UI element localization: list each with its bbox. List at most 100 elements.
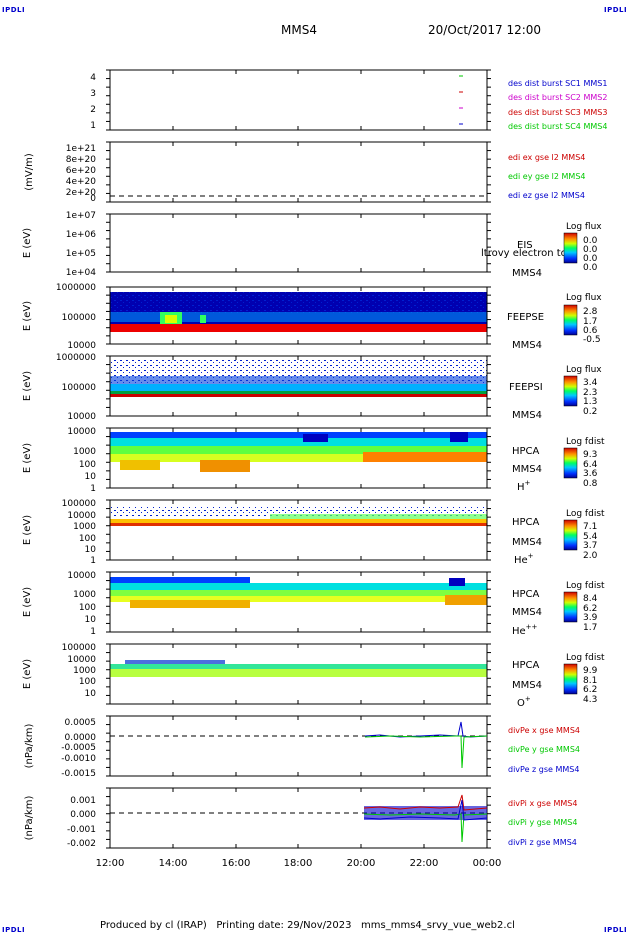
colorbar-tick: 9.3 bbox=[583, 450, 597, 460]
spectrogram-feature bbox=[125, 660, 225, 664]
colorbar-tick: 8.1 bbox=[583, 676, 597, 686]
colorbar bbox=[563, 663, 578, 695]
spectrogram-feature bbox=[200, 460, 250, 472]
spectrogram-band bbox=[110, 577, 250, 585]
y-tick-label: 1000000 bbox=[56, 353, 96, 363]
y-tick-label: 10 bbox=[85, 689, 97, 699]
overlay-text: ltrovy electron to bbox=[481, 248, 567, 259]
colorbar bbox=[563, 232, 578, 264]
colorbar-hpca-o: Log fdist 9.9 8.1 6.2 4.3 bbox=[563, 653, 605, 705]
panel-hpca-hepp: 10000 1000 100 10 1 E (eV) HPCA MMS4 He+… bbox=[22, 571, 605, 637]
colorbar-title: Log flux bbox=[566, 293, 602, 303]
y-tick-label: 1000000 bbox=[56, 283, 96, 293]
y-tick-label: 8e+20 bbox=[66, 155, 97, 165]
legend-divpi-x: divPi x gse MMS4 bbox=[508, 799, 577, 808]
series-x bbox=[363, 794, 488, 811]
y-tick-label: 4e+20 bbox=[66, 177, 97, 187]
spacecraft-title: MMS4 bbox=[281, 23, 317, 37]
y-tick-label: 3 bbox=[90, 89, 96, 99]
colorbar-tick: 6.2 bbox=[583, 685, 597, 695]
spectrogram-band bbox=[110, 519, 487, 523]
y-tick-label: 100 bbox=[79, 534, 96, 544]
x-tick-label: 20:00 bbox=[347, 858, 376, 869]
spectrogram-texture bbox=[110, 292, 487, 314]
spectrogram-feature bbox=[450, 432, 468, 442]
y-axis-label: E (eV) bbox=[22, 443, 33, 473]
colorbar bbox=[563, 375, 578, 407]
y-tick-label: 2e+20 bbox=[66, 188, 97, 198]
colorbar-tick: 3.7 bbox=[583, 541, 597, 551]
colorbar-tick: 0.0 bbox=[583, 254, 598, 264]
instrument-label: EIS bbox=[517, 240, 533, 251]
spectrogram-feature bbox=[303, 434, 328, 442]
y-axis-label: (nPa/km) bbox=[24, 724, 35, 769]
y-tick-label: -0.0015 bbox=[61, 769, 96, 779]
instrument-sc-label: MMS4 bbox=[512, 268, 542, 279]
corner-label-bottom-right: IPDLI bbox=[604, 926, 628, 934]
y-axis-label: E (eV) bbox=[22, 587, 33, 617]
colorbar-tick: 1.3 bbox=[583, 397, 597, 407]
colorbar bbox=[563, 519, 578, 551]
colorbar-hpca-hepp: Log fdist 8.4 6.2 3.9 1.7 bbox=[563, 581, 605, 633]
panel-burst: 4 3 2 1 des dist burst SC1 MMS1 des dist… bbox=[90, 69, 607, 131]
instrument-sc-label: MMS4 bbox=[512, 537, 542, 548]
corner-label-bottom-left: IPDLI bbox=[2, 926, 26, 934]
species-label: O+ bbox=[517, 695, 531, 709]
x-tick-label: 16:00 bbox=[222, 858, 251, 869]
spectrogram-feature bbox=[120, 460, 160, 470]
time-axis: 12:00 14:00 16:00 18:00 20:00 22:00 00:0… bbox=[96, 858, 502, 869]
colorbar-tick: 1.7 bbox=[583, 317, 597, 327]
spectrogram-band bbox=[110, 376, 487, 386]
y-axis-label: E (eV) bbox=[22, 515, 33, 545]
panel-edi: 1e+21 8e+20 6e+20 4e+20 2e+20 0 (mV/m) e… bbox=[24, 141, 586, 204]
y-tick-label: 1e+06 bbox=[66, 230, 97, 240]
y-tick-label: -0.0010 bbox=[61, 754, 96, 764]
colorbar-tick: 1.7 bbox=[583, 623, 597, 633]
instrument-label: HPCA bbox=[512, 660, 540, 671]
colorbar-tick: 0.0 bbox=[583, 245, 598, 255]
y-tick-label: 1 bbox=[90, 556, 96, 566]
panel-feepsi: 1000000 100000 10000 E (eV) FEEPSI MMS4 … bbox=[22, 353, 602, 422]
instrument-label: HPCA bbox=[512, 446, 540, 457]
y-tick-label: 10000 bbox=[67, 511, 96, 521]
colorbar-tick: 8.4 bbox=[583, 594, 598, 604]
spectrogram-feature bbox=[449, 578, 465, 586]
colorbar-tick: 6.4 bbox=[583, 460, 598, 470]
y-tick-label: 1 bbox=[90, 627, 96, 637]
y-tick-label: 100000 bbox=[62, 499, 97, 509]
y-tick-label: -0.001 bbox=[67, 825, 96, 835]
spectrogram-band bbox=[110, 312, 487, 322]
spectrogram-low-band bbox=[110, 394, 487, 397]
spectrogram-feature bbox=[200, 315, 206, 323]
species-label: He++ bbox=[512, 623, 538, 637]
instrument-sc-label: MMS4 bbox=[512, 464, 542, 475]
y-tick-label: 10000 bbox=[67, 571, 96, 581]
y-tick-label: 1 bbox=[90, 484, 96, 494]
spectrogram-band bbox=[110, 669, 487, 677]
colorbar-feepse: Log flux 2.8 1.7 0.6 -0.5 bbox=[563, 293, 602, 345]
x-tick-label: 18:00 bbox=[284, 858, 313, 869]
y-tick-label: 10000 bbox=[67, 655, 96, 665]
y-axis-label: E (eV) bbox=[22, 228, 33, 258]
colorbar-tick: 2.8 bbox=[583, 307, 598, 317]
y-tick-label: 1e+04 bbox=[66, 268, 97, 278]
instrument-label: HPCA bbox=[512, 517, 540, 528]
y-tick-label: 1000 bbox=[73, 666, 96, 676]
panel-frame bbox=[109, 715, 488, 777]
colorbar-title: Log flux bbox=[566, 365, 602, 375]
colorbar-tick: 6.2 bbox=[583, 604, 597, 614]
y-axis-label: (mV/m) bbox=[24, 153, 35, 191]
y-tick-label: 100 bbox=[79, 677, 96, 687]
colorbar-tick: -0.5 bbox=[583, 335, 601, 345]
colorbar-title: Log flux bbox=[566, 222, 602, 232]
panel-divpe: 0.0005 0.0000 -0.0005 -0.0010 -0.0015 (n… bbox=[24, 715, 580, 779]
x-tick-label: 22:00 bbox=[410, 858, 439, 869]
colorbar-eis: Log flux 0.0 0.0 0.0 0.0 bbox=[563, 222, 602, 273]
colorbar-tick: 2.3 bbox=[583, 388, 597, 398]
corner-label-top-right: IPDLI bbox=[604, 6, 628, 14]
y-tick-label: 1e+07 bbox=[66, 211, 96, 221]
instrument-label: FEEPSE bbox=[507, 312, 544, 323]
y-tick-label: 100000 bbox=[62, 643, 97, 653]
spectrogram-low-band bbox=[110, 523, 487, 526]
